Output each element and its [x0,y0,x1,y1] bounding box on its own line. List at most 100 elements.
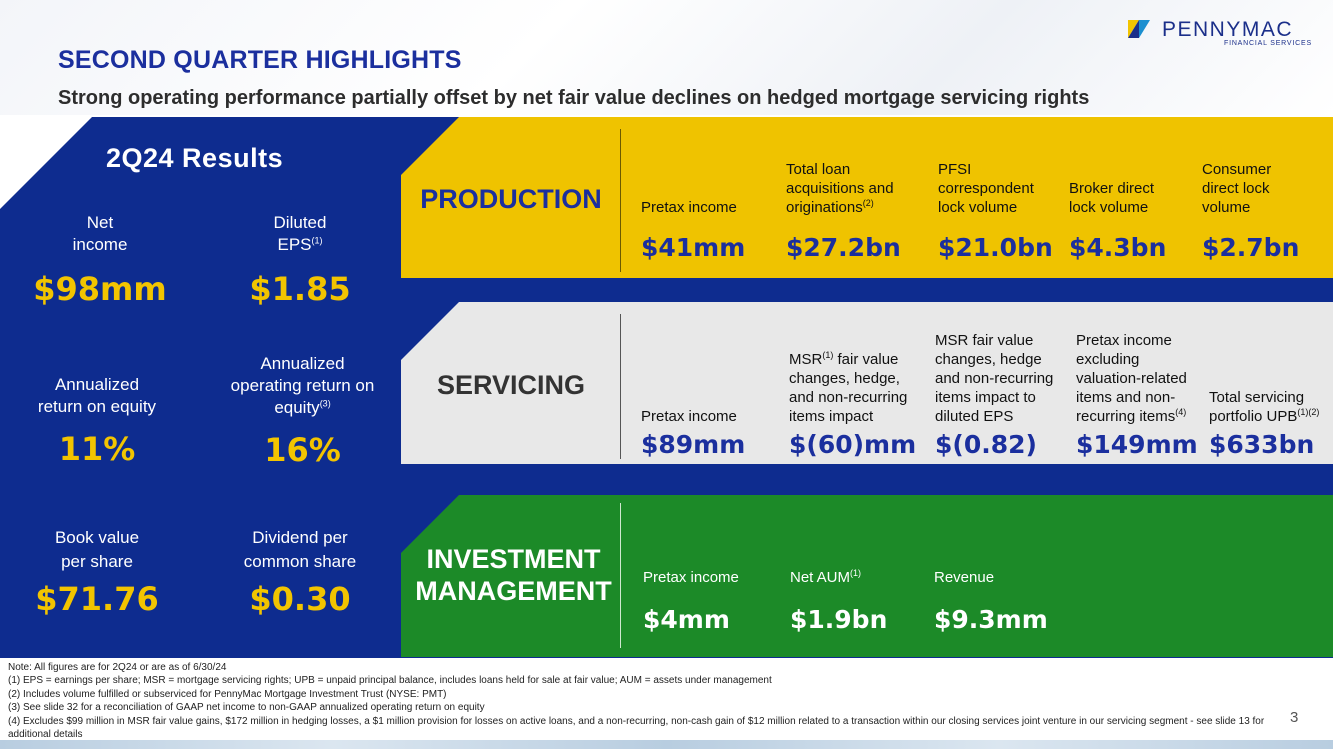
production-item-label: PFSI correspondent lock volume [938,161,1034,216]
metric-net-income: Net income $98mm [30,212,170,308]
metric-value: $71.76 [35,580,159,618]
production-item-label: Consumer direct lock volume [1202,161,1272,216]
pennymac-logo: PENNYMAC FINANCIAL SERVICES [1128,16,1318,52]
production-item: Total loan acquisitions and originations… [786,117,916,278]
investment-band: INVESTMENT MANAGEMENT Pretax income $4mm… [401,495,1333,657]
servicing-item-value: $(60)mm [789,430,917,459]
metric-label: per share [61,552,133,571]
metric-label-with-footnote: equity(3) [220,397,385,419]
metric-value: $98mm [33,270,167,308]
corner-cutout [0,117,92,209]
servicing-item-label: Pretax income excluding valuation-relate… [1076,332,1187,425]
servicing-item-label: Pretax income [641,408,737,425]
servicing-item-value: $633bn [1209,430,1315,459]
production-item-value: $27.2bn [786,233,901,262]
servicing-item: MSR fair value changes, hedge and non-re… [935,302,1065,464]
production-item-label: Broker direct lock volume [1069,180,1155,216]
investment-title-line: MANAGEMENT [415,576,612,606]
production-item-value: $4.3bn [1069,233,1167,262]
metric-value: $0.30 [249,580,351,618]
metric-label: operating return on [230,376,375,395]
metric-label: Net [86,213,114,232]
metric-value: 16% [264,431,341,469]
servicing-item-label-with-footnote: Pretax income excluding valuation-relate… [1076,331,1201,426]
page-subtitle: Strong operating performance partially o… [58,87,1090,109]
metric-label: common share [243,552,357,571]
footnote-line: (4) Excludes $99 million in MSR fair val… [8,715,1265,741]
production-item-value: $21.0bn [938,233,1053,262]
band-notch [401,302,459,360]
metric-label: Annualized [54,375,140,394]
investment-item: Pretax income $4mm [643,495,783,657]
production-item-value: $2.7bn [1202,233,1300,262]
metric-dividend: Dividend per common share $0.30 [225,526,375,618]
production-item-value: $41mm [641,233,746,262]
metric-value: 11% [58,430,136,468]
investment-item-label-with-footnote: Net AUM(1) [790,568,920,587]
servicing-title: SERVICING [436,370,586,400]
investment-item-label: Pretax income [643,569,739,586]
results-title: 2Q24 Results [106,143,284,173]
metric-label: Diluted [273,213,327,232]
servicing-item-label: MSR fair value changes, hedge and non-re… [935,332,1054,425]
servicing-item-label: fair value changes, hedge, and non-recur… [789,351,908,425]
production-item: PFSI correspondent lock volume $21.0bn [938,117,1053,278]
footnote-line: Note: All figures are for 2Q24 or are as… [8,662,227,673]
investment-item-label: Net AUM [790,569,851,586]
metric-label: Dividend per [252,528,348,547]
investment-item: Net AUM(1) $1.9bn [790,495,920,657]
footnote-marker: (1) [850,568,862,578]
servicing-item-label-with-footnote: MSR(1) fair value changes, hedge, and no… [789,350,914,426]
metric-label: EPS [277,235,312,254]
header-background [0,0,1333,115]
investment-item-value: $9.3mm [934,605,1048,634]
footnote-marker: (1)(2) [1297,407,1320,417]
page-title: SECOND QUARTER HIGHLIGHTS [58,46,462,74]
footnote-marker: (4) [1175,407,1187,417]
footnote-line: (2) Includes volume fulfilled or subserv… [8,688,447,700]
footnote-marker: (1) [311,235,323,246]
production-title: PRODUCTION [420,184,602,214]
production-band: PRODUCTION Pretax income $41mm Total loa… [401,117,1333,278]
logo-tagline: FINANCIAL SERVICES [1224,40,1312,47]
servicing-item: Pretax income excluding valuation-relate… [1076,302,1201,464]
servicing-item-value: $89mm [641,430,746,459]
metric-label: income [72,235,128,254]
band-notch [401,495,459,553]
metric-book-value: Book value per share $71.76 [22,526,172,618]
production-item: Broker direct lock volume $4.3bn [1069,117,1179,278]
footnote-line: (1) EPS = earnings per share; MSR = mort… [8,675,772,687]
servicing-band: SERVICING Pretax income $89mm MSR(1) fai… [401,302,1333,464]
production-item: Pretax income $41mm [641,117,781,278]
production-item-label: Total loan acquisitions and originations [786,161,894,216]
servicing-item-value: $(0.82) [935,430,1037,459]
servicing-item: Total servicing portfolio UPB(1)(2) $633… [1209,302,1331,464]
metric-label: return on equity [37,397,157,416]
investment-item-value: $1.9bn [790,605,888,634]
investment-item-label: Revenue [934,569,995,586]
pennymac-logo-icon [1128,20,1150,38]
investment-item: Revenue $9.3mm [934,495,1064,657]
band-divider [620,129,621,272]
servicing-item: Pretax income $89mm [641,302,781,464]
metric-value: $1.85 [249,270,351,308]
footnotes: Note: All figures are for 2Q24 or are as… [8,661,1278,741]
servicing-item-label-with-footnote: Total servicing portfolio UPB(1)(2) [1209,388,1331,426]
metric-label: Book value [54,528,140,547]
band-notch [401,117,459,175]
investment-title: INVESTMENT MANAGEMENT [406,543,621,607]
production-item: Consumer direct lock volume $2.7bn [1202,117,1307,278]
page-number: 3 [1290,709,1299,726]
footnote-marker: (1) [822,350,834,360]
footnote-marker: (3) [319,398,331,409]
metric-label: Annualized [260,354,345,373]
investment-item-value: $4mm [643,605,730,634]
production-item-label: Pretax income [641,199,737,216]
footnote-line: (3) See slide 32 for a reconciliation of… [8,702,485,714]
band-divider [620,314,621,459]
metric-diluted-eps: Diluted EPS(1) $1.85 [225,212,375,308]
servicing-item-label: MSR [789,351,823,368]
logo-name: PENNYMAC [1162,18,1294,41]
servicing-item-label: Total servicing portfolio UPB [1209,389,1305,425]
metric-operating-return-on-equity: Annualized operating return on equity(3)… [220,353,385,469]
